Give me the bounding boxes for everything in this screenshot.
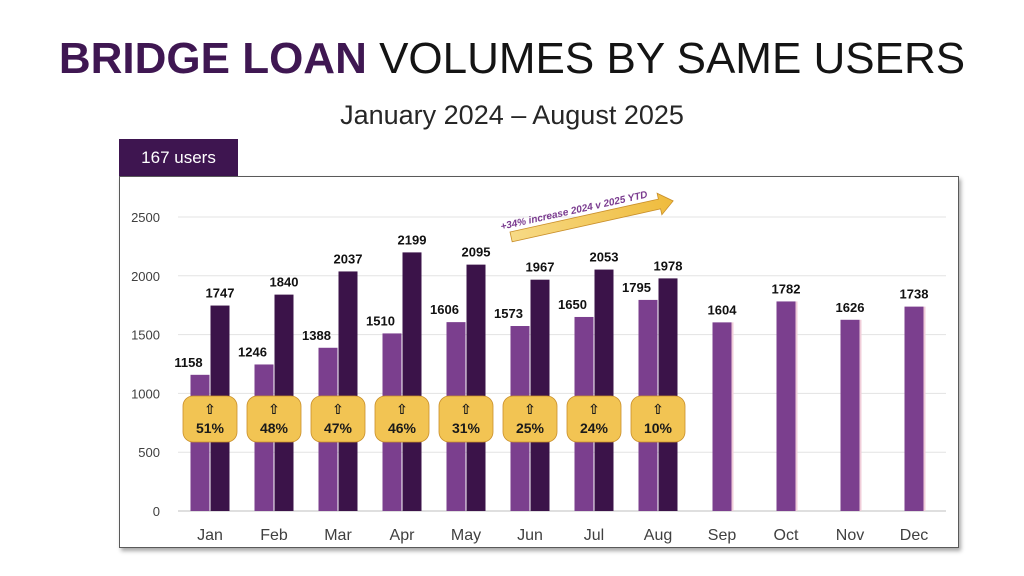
growth-badge-label: 10%	[644, 420, 673, 436]
data-label: 2095	[462, 245, 491, 260]
bar-series-2	[530, 279, 550, 511]
data-label: 1510	[366, 313, 395, 328]
y-tick-label: 1000	[131, 386, 160, 401]
growth-badge	[502, 395, 558, 443]
data-label: 1795	[622, 280, 651, 295]
growth-badge	[246, 395, 302, 443]
y-tick-label: 1500	[131, 328, 160, 343]
title-rest: VOLUMES BY SAME USERS	[366, 34, 966, 83]
growth-badge-label: 25%	[516, 420, 545, 436]
y-tick-label: 0	[153, 504, 160, 519]
growth-badge	[182, 395, 238, 443]
up-arrow-icon: ⇧	[332, 401, 344, 417]
up-arrow-icon: ⇧	[588, 401, 600, 417]
growth-badge-label: 47%	[324, 420, 353, 436]
data-label: 1840	[270, 275, 299, 290]
data-label: 2199	[398, 232, 427, 247]
data-label: 2037	[334, 251, 363, 266]
data-label: 2053	[590, 250, 619, 265]
x-tick-label: Aug	[644, 527, 672, 544]
growth-badge	[438, 395, 494, 443]
y-tick-label: 2500	[131, 210, 160, 225]
up-arrow-icon: ⇧	[460, 401, 472, 417]
bar-chart: 0 500 1000 1500 2000 2500 1158 1747 Jan 1246 1840 F…	[119, 176, 959, 548]
bar-series-2	[658, 278, 678, 511]
data-label: 1606	[430, 302, 459, 317]
up-arrow-icon: ⇧	[204, 401, 216, 417]
growth-badge	[374, 395, 430, 443]
up-arrow-icon: ⇧	[268, 401, 280, 417]
bar-series-1	[840, 319, 860, 511]
page-subtitle: January 2024 – August 2025	[340, 100, 684, 130]
bar-shadow	[859, 319, 862, 511]
data-label: 1738	[900, 287, 929, 302]
bar-series-1	[190, 374, 210, 511]
growth-badge-label: 24%	[580, 420, 609, 436]
x-tick-label: Dec	[900, 527, 928, 544]
bar-series-1	[776, 301, 796, 511]
up-arrow-icon: ⇧	[524, 401, 536, 417]
data-label: 1158	[174, 355, 202, 370]
x-tick-label: Oct	[774, 527, 799, 544]
x-tick-label: Sep	[708, 527, 737, 544]
bar-series-1	[712, 322, 732, 511]
growth-badge-label: 48%	[260, 420, 289, 436]
data-label: 1782	[772, 281, 801, 296]
bar-series-2	[594, 269, 614, 511]
data-label: 1573	[494, 306, 523, 321]
bar-series-2	[402, 252, 422, 512]
data-label: 1626	[836, 300, 865, 315]
x-tick-label: Feb	[260, 527, 288, 544]
bar-shadow	[731, 322, 734, 511]
data-label: 1246	[238, 344, 267, 359]
bar-series-2	[466, 264, 486, 511]
x-tick-label: Jun	[517, 527, 543, 544]
trend-arrow-shape	[509, 192, 674, 243]
data-label: 1388	[302, 328, 331, 343]
bar-shadow	[923, 306, 926, 511]
x-tick-label: May	[451, 527, 481, 544]
bar-series-1	[904, 306, 924, 511]
x-tick-label: Nov	[836, 527, 864, 544]
growth-badge	[310, 395, 366, 443]
x-tick-label: Jan	[197, 527, 223, 544]
data-label: 1604	[708, 302, 738, 317]
x-tick-label: Jul	[584, 527, 604, 544]
x-tick-label: Mar	[324, 527, 352, 544]
page-title: BRIDGE LOAN VOLUMES BY SAME USERS	[0, 34, 1024, 84]
bar-shadow	[795, 301, 798, 511]
x-tick-label: Apr	[390, 527, 416, 544]
up-arrow-icon: ⇧	[396, 401, 408, 417]
growth-badge-label: 46%	[388, 420, 417, 436]
growth-badge-label: 31%	[452, 420, 481, 436]
up-arrow-icon: ⇧	[652, 401, 664, 417]
data-label: 1747	[206, 286, 235, 301]
growth-badge	[630, 395, 686, 443]
y-tick-label: 500	[138, 445, 160, 460]
data-label: 1650	[558, 297, 587, 312]
data-label: 1978	[654, 258, 683, 273]
bar-series-2	[338, 271, 358, 511]
y-tick-label: 2000	[131, 269, 160, 284]
chart-svg: 0 500 1000 1500 2000 2500 1158 1747 Jan 1246 1840 F…	[131, 190, 946, 544]
users-count-badge: 167 users	[119, 139, 238, 176]
growth-badge-label: 51%	[196, 420, 225, 436]
growth-badge	[566, 395, 622, 443]
title-bold: BRIDGE LOAN	[58, 34, 367, 83]
data-label: 1967	[526, 260, 555, 275]
